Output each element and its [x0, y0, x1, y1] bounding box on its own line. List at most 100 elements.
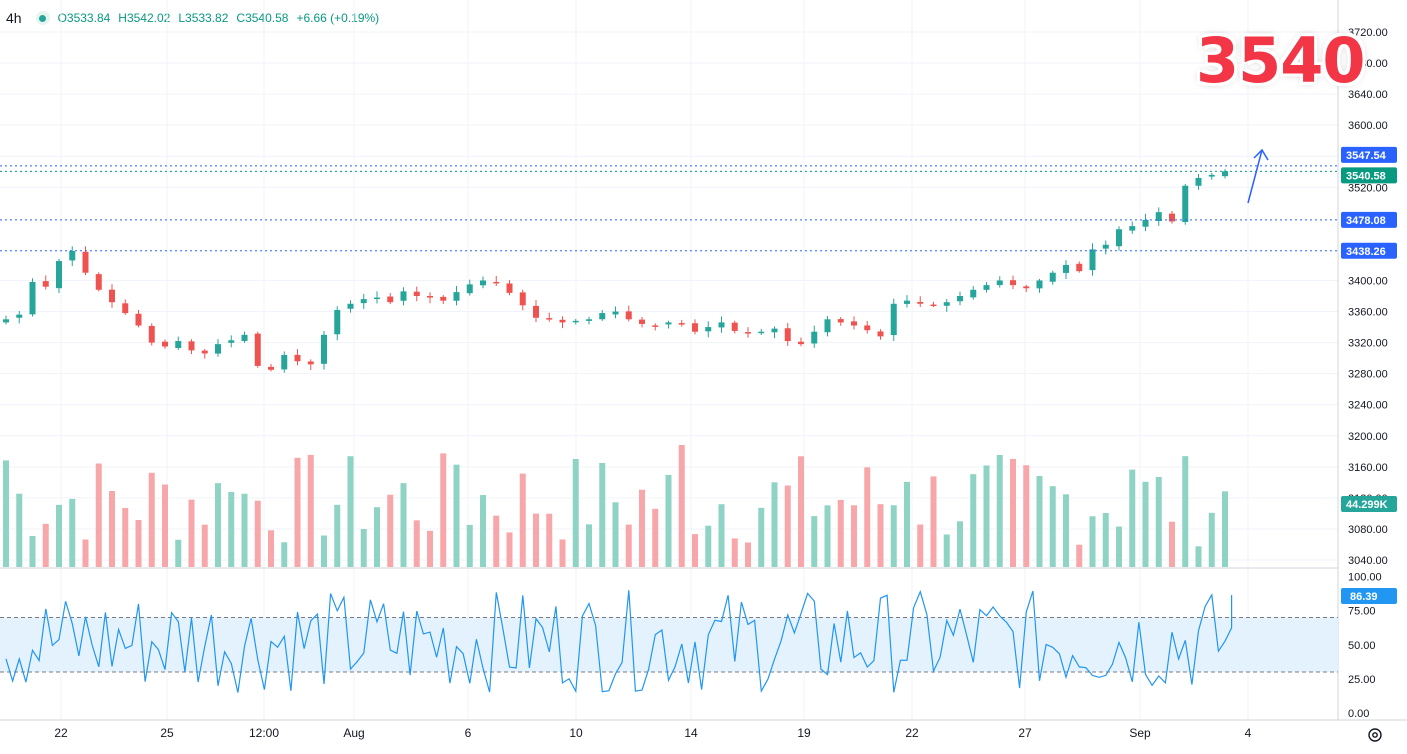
- volume-bar: [466, 524, 473, 567]
- candle-body: [466, 284, 473, 294]
- candle-body: [413, 291, 420, 296]
- volume-bar: [678, 444, 685, 567]
- price-tick-label: 3360.00: [1348, 307, 1388, 319]
- volume-bar: [758, 507, 765, 567]
- candle-body: [281, 355, 288, 370]
- candle-body: [228, 340, 235, 343]
- candle-body: [374, 297, 380, 300]
- volume-bar: [1182, 456, 1189, 567]
- candle-body: [1089, 249, 1096, 271]
- volume-bar: [811, 516, 818, 567]
- volume-bar: [1169, 521, 1175, 567]
- volume-bar: [1076, 544, 1083, 567]
- candle-body: [533, 305, 539, 318]
- volume-bar: [1222, 491, 1228, 567]
- candle-body: [599, 313, 606, 320]
- price-label: 3438.26: [1346, 246, 1386, 258]
- candle-body: [387, 296, 394, 303]
- candle-body: [188, 341, 195, 351]
- candle-body: [1102, 244, 1109, 249]
- volume-bar: [546, 513, 553, 567]
- legend-open: O3533.84: [57, 11, 111, 25]
- volume-bar: [1195, 546, 1202, 567]
- volume-bar: [692, 534, 698, 567]
- trend-arrow-head: [1253, 148, 1269, 161]
- price-tick-label: 3520.00: [1348, 182, 1388, 194]
- volume-bar: [135, 519, 142, 567]
- settings-gear-icon[interactable]: [1366, 726, 1384, 744]
- candle-body: [1169, 213, 1175, 222]
- candle-body: [559, 319, 566, 323]
- candle-body: [400, 291, 407, 301]
- price-label-box: [1341, 211, 1397, 228]
- volume-bar: [996, 455, 1003, 567]
- time-tick-label: 6: [465, 726, 472, 740]
- candle-body: [546, 318, 553, 320]
- candle-body: [175, 341, 182, 349]
- price-tick-label: 3400.00: [1348, 275, 1388, 287]
- candle-body: [294, 354, 301, 362]
- candle-body: [82, 251, 89, 273]
- volume-bar: [572, 459, 579, 567]
- candle-body: [705, 327, 712, 332]
- candle-body: [1195, 177, 1202, 186]
- candle-body: [864, 325, 871, 331]
- volume-bar: [890, 505, 897, 567]
- candle-body: [1129, 226, 1136, 231]
- candle-body: [493, 281, 500, 284]
- rsi-band: [0, 617, 1338, 673]
- volume-bar: [453, 464, 460, 567]
- candle-body: [1116, 229, 1122, 247]
- volume-bar: [957, 521, 963, 567]
- trend-arrow: [1247, 149, 1263, 204]
- candle-body: [506, 283, 513, 293]
- volume-bar: [1089, 516, 1096, 567]
- legend-low: L3533.82: [178, 11, 229, 25]
- price-tick-label: 3280.00: [1348, 369, 1388, 381]
- time-tick-label: Aug: [343, 726, 364, 740]
- volume-bar: [3, 460, 9, 567]
- volume-bar: [148, 472, 155, 567]
- volume-bar: [95, 463, 102, 567]
- price-label-box: [1341, 146, 1397, 163]
- candle-body: [162, 341, 168, 347]
- volume-bar: [42, 523, 49, 567]
- candle-body: [572, 320, 579, 323]
- volume-bar: [1036, 475, 1043, 567]
- volume-bar: [1116, 526, 1122, 567]
- candle-body: [718, 322, 725, 328]
- candle-body: [837, 319, 844, 323]
- candle-body: [1063, 264, 1069, 273]
- volume-bar: [612, 502, 619, 567]
- candle-body: [678, 323, 685, 325]
- volume-bar: [665, 474, 672, 567]
- volume-bar: [493, 515, 500, 567]
- timeframe-label[interactable]: 4h: [6, 10, 22, 26]
- legend-close: C3540.58: [236, 11, 289, 25]
- volume-bar: [705, 525, 712, 567]
- volume-label-box: [1341, 496, 1397, 512]
- volume-bar: [1129, 469, 1136, 567]
- volume-bar: [254, 500, 261, 567]
- volume-bar: [599, 463, 606, 567]
- volume-bar: [784, 485, 791, 567]
- market-status-icon: [35, 11, 50, 25]
- candle-body: [1076, 263, 1083, 272]
- candle-body: [241, 334, 248, 341]
- candle-body: [665, 322, 672, 325]
- volume-bar: [904, 481, 910, 567]
- volume-bar: [268, 530, 274, 567]
- candle-body: [1155, 212, 1162, 222]
- candle-body: [784, 328, 791, 342]
- price-label-box: [1341, 167, 1397, 184]
- rsi-tick-label: 50.00: [1348, 640, 1376, 652]
- candle-body: [135, 313, 142, 326]
- rsi-tick-label: 0.00: [1348, 708, 1369, 720]
- volume-bar: [360, 529, 367, 567]
- candle-body: [996, 280, 1003, 286]
- candle-body: [824, 319, 831, 333]
- price-tick-label: 3720.00: [1348, 27, 1388, 39]
- candle-body: [453, 292, 460, 301]
- volume-bar: [1063, 494, 1069, 567]
